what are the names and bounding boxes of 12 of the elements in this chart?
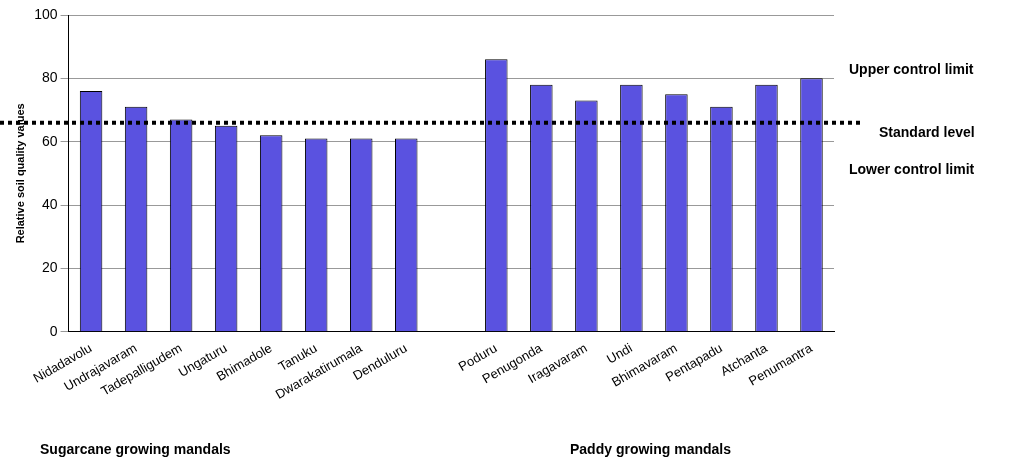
y-tick-label: 80 [41, 69, 58, 86]
y-tick-label: 40 [41, 195, 58, 212]
ref-line-label: Standard level [879, 123, 975, 140]
text: Upper control limit [849, 60, 974, 77]
text: Paddy growing mandals [570, 440, 732, 457]
text: Lower control limit [849, 160, 975, 177]
y-tick-label: 20 [41, 259, 58, 276]
y-axis-title: Relative soil quality values [13, 103, 26, 244]
y-tick-label: 60 [41, 132, 58, 149]
y-tick-label: 100 [34, 5, 58, 22]
text: Sugarcane growing mandals [40, 440, 231, 457]
y-tick-label: 0 [49, 322, 58, 339]
